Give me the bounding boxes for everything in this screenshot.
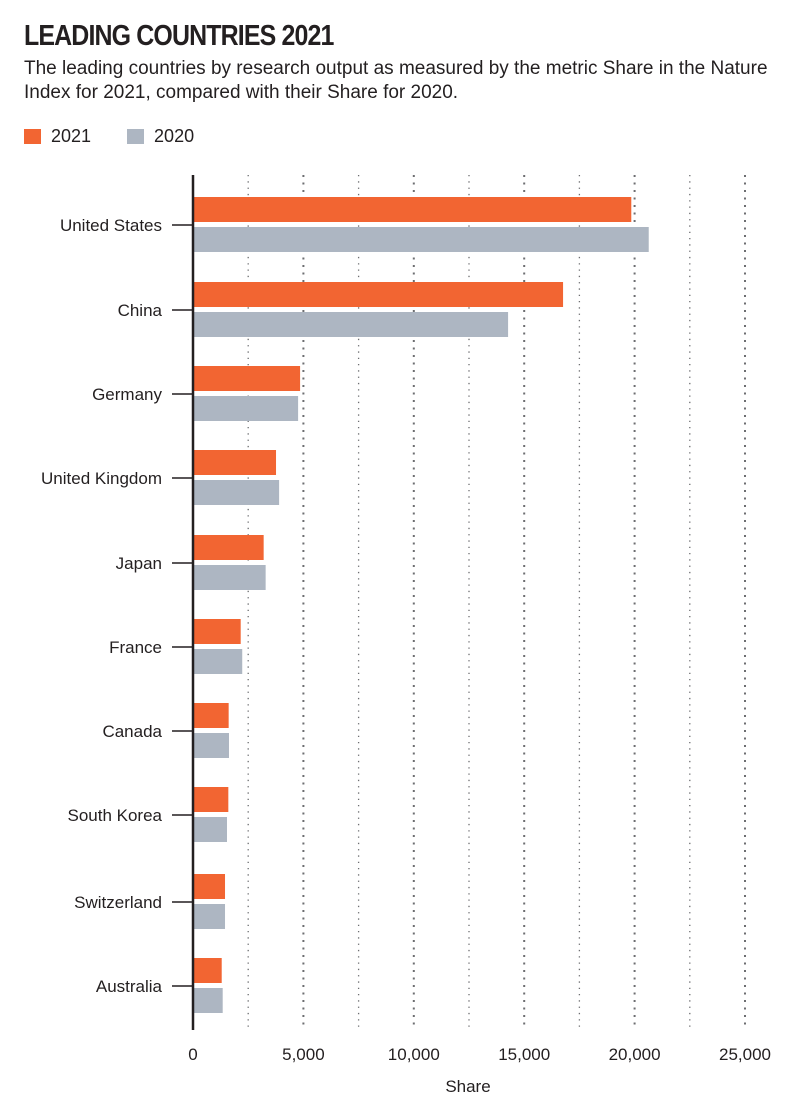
bar-2020 xyxy=(193,904,226,929)
bar-2021 xyxy=(193,874,226,899)
bar-2021 xyxy=(193,958,222,983)
bar-2020 xyxy=(193,988,223,1013)
bar-2020 xyxy=(193,312,509,337)
legend-label-2021: 2021 xyxy=(51,126,92,146)
x-tick-label: 20,000 xyxy=(609,1045,661,1064)
bar-2021 xyxy=(193,703,229,728)
category-label: Canada xyxy=(102,722,162,741)
category-label: Germany xyxy=(92,385,162,404)
bar-2020 xyxy=(193,227,649,252)
legend-swatch-2021 xyxy=(24,129,41,144)
bar-2020 xyxy=(193,649,243,674)
chart-title: LEADING COUNTRIES 2021 xyxy=(24,20,334,52)
legend-swatch-2020 xyxy=(127,129,145,144)
bar-2021 xyxy=(193,619,241,644)
x-tick-label: 10,000 xyxy=(388,1045,440,1064)
category-label: Japan xyxy=(116,554,162,573)
category-label: South Korea xyxy=(67,806,162,825)
category-label: Australia xyxy=(96,977,163,996)
x-tick-label: 0 xyxy=(188,1045,197,1064)
x-tick-label: 25,000 xyxy=(719,1045,771,1064)
chart-subtitle: The leading countries by research output… xyxy=(24,58,768,103)
category-label: China xyxy=(118,301,163,320)
bar-2020 xyxy=(193,817,228,842)
x-tick-label: 5,000 xyxy=(282,1045,325,1064)
legend-item-2021: 2021 xyxy=(24,126,91,147)
bar-2020 xyxy=(193,733,229,758)
bar-2020 xyxy=(193,480,280,505)
x-axis-label: Share xyxy=(445,1077,490,1096)
category-label: Switzerland xyxy=(74,893,162,912)
bar-2020 xyxy=(193,396,299,421)
bar-2021 xyxy=(193,535,264,560)
legend-label-2020: 2020 xyxy=(154,126,195,146)
category-label: United States xyxy=(60,216,162,235)
x-tick-label: 15,000 xyxy=(498,1045,550,1064)
bar-2021 xyxy=(193,282,564,307)
bar-2021 xyxy=(193,450,277,475)
bar-2021 xyxy=(193,197,632,222)
bar-2020 xyxy=(193,565,266,590)
category-label: United Kingdom xyxy=(41,469,162,488)
legend: 2021 2020 xyxy=(24,126,230,147)
bar-2021 xyxy=(193,366,301,391)
category-label: France xyxy=(109,638,162,657)
legend-item-2020: 2020 xyxy=(127,126,194,147)
bar-2021 xyxy=(193,787,229,812)
